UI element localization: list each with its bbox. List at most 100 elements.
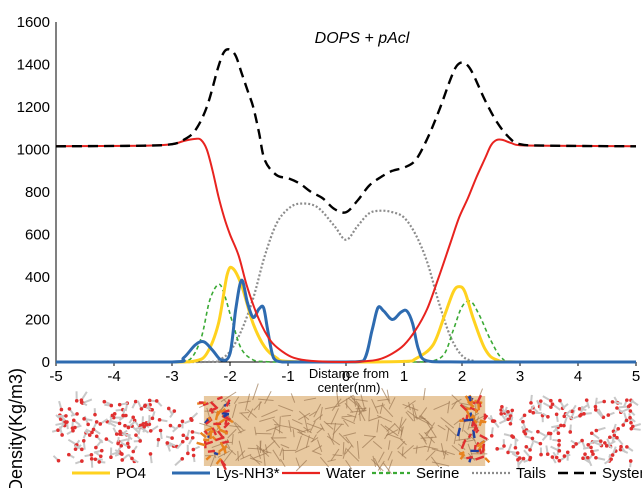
- lipid-tail: [471, 433, 477, 445]
- lipid-tail: [425, 422, 436, 437]
- lipid-tail: [306, 422, 323, 430]
- lipid-tail: [347, 413, 357, 418]
- lipid-tail: [431, 461, 450, 467]
- water-oxygen: [528, 457, 532, 462]
- water-oxygen: [502, 444, 506, 448]
- lipid-tail: [270, 436, 281, 449]
- series-line-tails: [55, 202, 636, 364]
- lipid-tail: [387, 451, 393, 461]
- x-axis-label-line-1: Distance from: [309, 366, 389, 381]
- water-oxygen: [131, 449, 136, 454]
- lipid-tail: [415, 445, 418, 454]
- lipid-tail: [313, 403, 322, 418]
- water-oxygen: [530, 436, 535, 441]
- water-oxygen: [134, 433, 138, 437]
- water-oxygen: [93, 457, 98, 462]
- lipid-tail: [412, 407, 416, 422]
- water-oxygen: [67, 407, 72, 411]
- x-tick-label: -2: [223, 368, 236, 385]
- water-oxygen: [489, 434, 494, 438]
- headgroup-atom: [213, 451, 219, 456]
- lipid-tail: [377, 460, 385, 471]
- headgroup-atom: [203, 438, 210, 442]
- lipid-tail: [345, 459, 353, 470]
- water-oxygen: [603, 441, 607, 445]
- water-oxygen: [562, 423, 566, 428]
- lipid-tail: [372, 455, 377, 467]
- water-oxygen: [148, 429, 153, 433]
- water-oxygen: [568, 430, 573, 434]
- water-oxygen: [126, 425, 131, 430]
- headgroup-atom: [473, 424, 478, 432]
- headgroup-atom: [483, 414, 489, 421]
- water-oxygen: [536, 429, 540, 434]
- headgroup-atom: [209, 401, 219, 410]
- water-oxygen: [562, 414, 567, 419]
- water-oxygen: [628, 409, 633, 413]
- lipid-tail: [347, 397, 360, 408]
- lipid-tail: [261, 409, 278, 418]
- water-oxygen: [511, 435, 516, 439]
- water-oxygen: [609, 457, 613, 461]
- water-oxygen: [94, 420, 99, 424]
- water-oxygen: [565, 450, 570, 455]
- lipid-tail: [239, 411, 249, 414]
- water-oxygen: [589, 445, 593, 450]
- water-oxygen: [557, 443, 561, 447]
- headgroup-atom: [209, 430, 213, 440]
- lipid-tail: [319, 406, 323, 421]
- lipid-tail: [440, 417, 455, 429]
- water-oxygen: [528, 409, 532, 413]
- headgroup-atom: [216, 395, 223, 401]
- water-oxygen: [118, 432, 122, 436]
- lipid-tail: [258, 398, 274, 402]
- lipid-tail: [220, 391, 237, 403]
- water-oxygen: [624, 418, 629, 423]
- water-oxygen: [141, 422, 146, 426]
- lipid-tail: [298, 410, 310, 421]
- water-oxygen: [186, 451, 190, 456]
- headgroup-atom: [481, 443, 486, 453]
- lipid-tail: [234, 422, 244, 431]
- y-tick-label: 1200: [17, 99, 50, 116]
- x-tick-label: 1: [400, 368, 408, 385]
- water-oxygen: [517, 456, 522, 460]
- series-line-system: [55, 48, 637, 214]
- water-oxygen: [185, 436, 189, 441]
- lipid-tail: [309, 421, 316, 433]
- water-oxygen: [98, 422, 103, 426]
- lipid-tail: [303, 397, 317, 401]
- lipid-tail: [386, 389, 390, 402]
- water-oxygen: [579, 412, 583, 417]
- water-oxygen: [90, 430, 94, 435]
- lipid-tail: [376, 419, 380, 433]
- lipid-tail: [256, 444, 270, 457]
- headgroup-atom: [202, 402, 209, 407]
- lipid-tail: [331, 398, 342, 411]
- water-oxygen: [610, 453, 615, 457]
- water-oxygen: [120, 458, 125, 462]
- lipid-tail: [400, 426, 404, 439]
- water-oxygen: [510, 408, 515, 413]
- y-tick-label: 800: [25, 184, 50, 201]
- water-oxygen: [73, 447, 78, 451]
- headgroup-atom: [484, 457, 491, 464]
- water-oxygen: [574, 442, 578, 446]
- water-oxygen: [156, 437, 161, 442]
- water-oxygen: [118, 429, 122, 434]
- water-oxygen: [124, 413, 128, 418]
- lipid-tail: [253, 401, 263, 411]
- water-oxygen: [119, 451, 123, 456]
- water-oxygen: [123, 423, 127, 428]
- water-oxygen: [190, 430, 195, 434]
- water-oxygen: [629, 426, 634, 431]
- legend-label: PO4: [116, 465, 146, 482]
- water-oxygen: [130, 456, 134, 461]
- water-oxygen: [93, 412, 97, 417]
- lipid-tail: [418, 432, 427, 442]
- x-tick-label: -1: [281, 368, 294, 385]
- water-oxygen: [119, 444, 124, 448]
- headgroup-atom: [223, 421, 231, 429]
- water-oxygen: [64, 414, 68, 418]
- lipid-tail: [402, 444, 414, 456]
